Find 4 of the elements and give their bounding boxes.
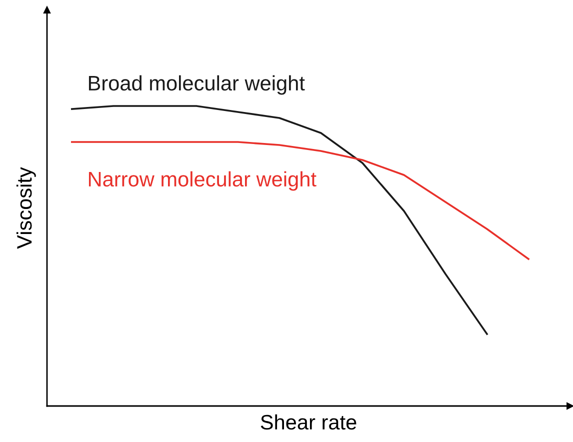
x-axis-title: Shear rate — [260, 414, 356, 430]
series-label: Narrow molecular weight — [88, 171, 316, 191]
series-label: Broad molecular weight — [88, 75, 305, 95]
y-axis-title: Viscosity — [16, 167, 36, 249]
